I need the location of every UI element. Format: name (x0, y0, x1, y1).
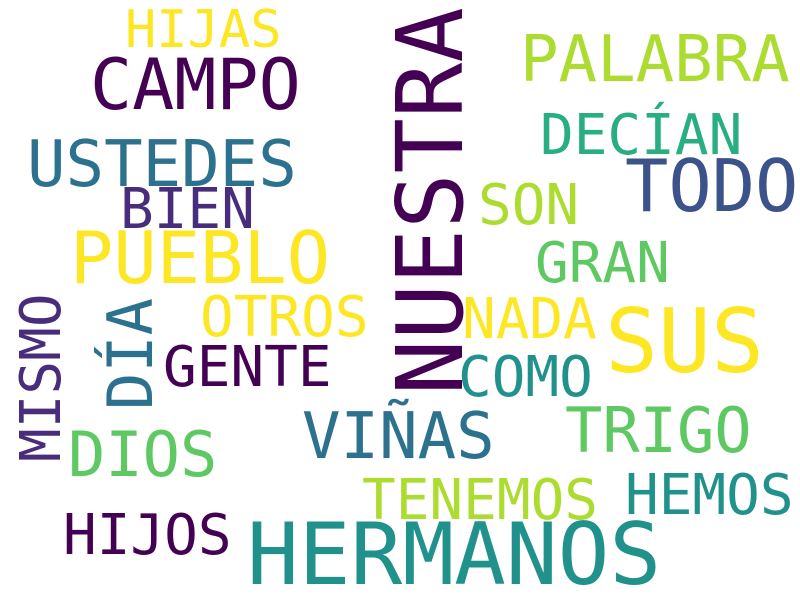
word-palabra: PALABRA (520, 23, 790, 97)
word-mismo: MISMO (9, 293, 74, 462)
word-pueblo: PUEBLO (70, 216, 331, 300)
word-dios: DIOS (68, 418, 218, 491)
word-trigo: TRIGO (565, 394, 752, 467)
word-campo: CAMPO (90, 44, 301, 126)
word-todo: TODO (625, 144, 799, 228)
word-otros: OTROS (200, 285, 369, 350)
word-hermanos: HERMANOS (247, 505, 662, 600)
word-hijos: HIJOS (63, 503, 232, 568)
word-hemos: HEMOS (625, 463, 794, 528)
word-dia: DÍA (94, 298, 167, 410)
word-son: SON (478, 173, 580, 238)
word-tenemos: TENEMOS (362, 468, 599, 533)
word-vinas: VIÑAS (302, 400, 495, 474)
word-gran: GRAN (535, 231, 670, 296)
word-hijas: HIJAS (125, 0, 282, 60)
word-como: COMO (458, 345, 593, 410)
word-sus: SUS (605, 290, 764, 393)
word-gente: GENTE (163, 335, 332, 400)
word-decian: DECÍAN (540, 103, 743, 168)
word-bien: BIEN (120, 177, 255, 242)
word-nada: NADA (462, 287, 597, 352)
word-ustedes: USTEDES (27, 128, 297, 202)
